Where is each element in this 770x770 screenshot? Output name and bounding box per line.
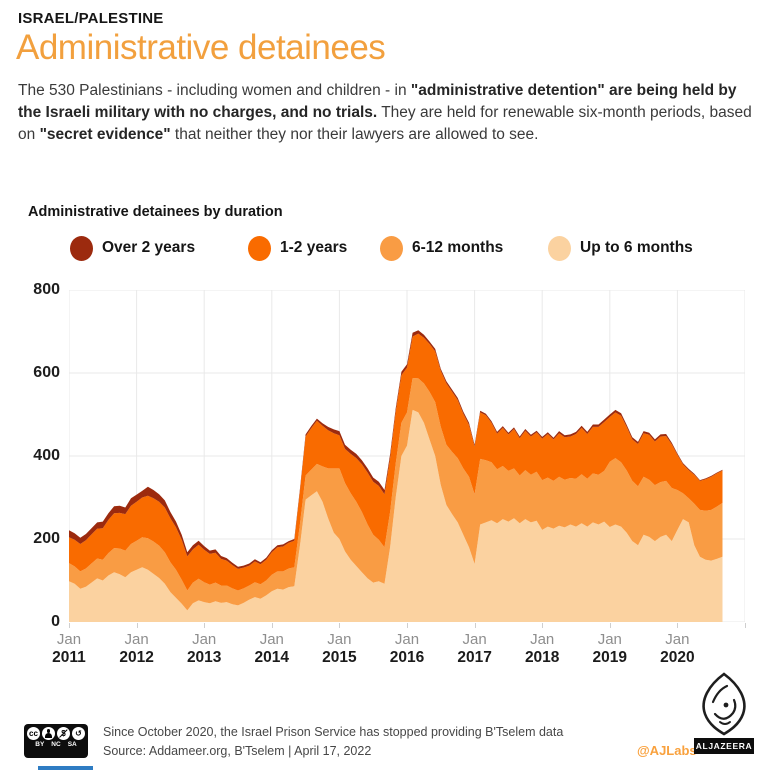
x-axis-tick [745,623,746,628]
intro-text-run: that neither they nor their lawyers are … [170,126,539,143]
x-axis-month-label: Jan [259,631,284,648]
aljazeera-calligraphy-icon [702,672,746,736]
cc-icon: cc [27,727,40,740]
x-axis-tick [271,623,273,628]
x-axis-tick [542,623,544,628]
legend-swatch-icon [248,235,271,261]
x-axis-year-label: 2020 [660,649,695,666]
area-series-1-2-years [69,333,723,591]
x-axis-year-label: 2013 [186,649,222,666]
person-icon-body [44,733,53,739]
legend-label: Over 2 years [102,239,196,256]
cc-by-icon [42,727,55,740]
legend-item: Over 2 years [70,234,195,262]
cc-nc-icon: $ [57,727,70,740]
y-axis-label: 200 [33,530,60,547]
legend-item: 1-2 years [248,234,347,262]
aljazeera-logo: ALJAZEERA [694,672,754,758]
legend-item: 6-12 months [380,234,503,262]
intro-text-run: They are held for renewable six-month pe… [18,104,752,143]
x-axis-tick [407,623,408,628]
legend-label: 1-2 years [280,239,348,256]
x-axis-month-label: Jan [597,631,622,648]
intro-text-run: "administrative detention" are being hel… [18,82,737,121]
x-axis-year-label: 2015 [322,649,357,666]
legend-label: 6-12 months [412,239,504,256]
y-axis-label: 600 [33,364,60,381]
x-axis-tick [609,623,611,628]
x-axis-tick [677,623,679,628]
source-line: Source: Addameer.org, B'Tselem | April 1… [103,744,372,758]
x-axis-month-label: Jan [327,631,352,648]
intro-text-run: "secret evidence" [39,126,171,143]
cc-labels: BY NC SA [35,741,76,748]
person-icon [46,729,51,733]
y-axis-label: 400 [33,447,60,464]
creative-commons-badge: cc $ ↺ BY NC SA [24,724,88,758]
x-axis-month-label: Jan [124,631,149,648]
legend-swatch-icon [380,235,403,261]
ajlabs-credit: @AJLabs [637,743,697,758]
x-axis-year-label: 2018 [524,649,560,666]
x-axis-year-label: 2014 [254,649,290,666]
x-axis-tick [474,623,476,628]
legend-swatch-icon [70,235,93,261]
share-alike-glyph: ↺ [75,729,82,738]
legend-item: Up to 6 months [548,234,693,262]
legend-swatch-icon [548,235,571,261]
x-axis-year-label: 2011 [52,649,86,666]
cc-sa-icon: ↺ [72,727,85,740]
x-axis-month-label: Jan [192,631,217,648]
legend-label: Up to 6 months [580,239,693,256]
x-axis-year-label: 2019 [592,649,628,666]
x-axis-month-label: Jan [394,631,420,648]
cc-label: BY [35,741,45,748]
intro-text-run: The 530 Palestinians - including women a… [18,82,411,99]
aljazeera-wordmark: ALJAZEERA [694,738,754,754]
plot-area [68,289,746,623]
x-axis-month-label: Jan [665,631,690,648]
x-axis-tick [136,623,138,628]
intro-paragraph: The 530 Palestinians - including women a… [18,80,760,146]
y-axis-label: 0 [51,613,60,630]
bottom-blue-strip [38,766,93,770]
cc-glyph: cc [29,729,38,738]
x-axis-year-label: 2012 [119,649,154,666]
x-axis-tick [339,623,341,628]
x-axis-tick [69,623,70,628]
legend: Over 2 years 1-2 years 6-12 months Up to 6 … [0,234,770,262]
cc-label: NC [51,741,61,748]
footnote: Since October 2020, the Israel Prison Se… [103,725,564,739]
cc-label: SA [67,741,77,748]
chart-title: Administrative detainees by duration [28,204,283,220]
x-axis-month-label: Jan [530,631,555,648]
x-axis-month-label: Jan [56,631,82,648]
area-series-6-12-months [69,378,723,611]
x-axis-year-label: 2016 [389,649,425,666]
x-axis-tick [204,623,206,628]
area-series-up-to-6-months [69,409,723,622]
y-axis-label: 800 [33,281,60,298]
cc-icons-row: cc $ ↺ [27,727,85,740]
stacked-area-chart [68,289,746,623]
page-title: Administrative detainees [16,28,386,67]
x-axis-month-label: Jan [462,631,487,648]
kicker: ISRAEL/PALESTINE [18,10,164,27]
x-axis-year-label: 2017 [457,649,492,666]
